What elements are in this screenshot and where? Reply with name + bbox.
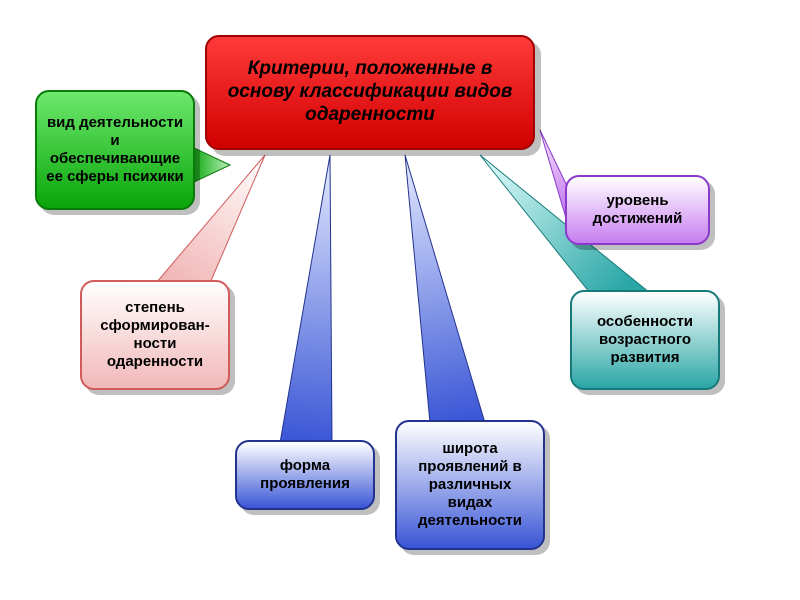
central-node-label: Критерии, положенные в основу классифика…	[215, 58, 525, 126]
node-achievement-level-label: уровень достижений	[575, 192, 700, 228]
node-manifestation-form-label: форма проявления	[245, 457, 365, 493]
node-manifestation-form: форма проявления	[235, 440, 375, 510]
node-activity-type: вид деятельности и обеспечивающие ее сфе…	[35, 90, 195, 210]
node-age-development: особенности возрастного развития	[570, 290, 720, 390]
node-achievement-level: уровень достижений	[565, 175, 710, 245]
node-age-development-label: особенности возрастного развития	[580, 313, 710, 367]
connector-achievement-level	[540, 130, 568, 225]
connector-manifestation-form	[280, 155, 332, 443]
connector-manifestation-breadth	[405, 155, 485, 423]
node-formation-degree-label: степень сформирован-ности одаренности	[90, 299, 220, 371]
node-manifestation-breadth-label: широта проявлений в различных видах деят…	[405, 440, 535, 530]
central-node: Критерии, положенные в основу классифика…	[205, 35, 535, 150]
node-formation-degree: степень сформирован-ности одаренности	[80, 280, 230, 390]
node-manifestation-breadth: широта проявлений в различных видах деят…	[395, 420, 545, 550]
node-activity-type-label: вид деятельности и обеспечивающие ее сфе…	[45, 114, 185, 186]
